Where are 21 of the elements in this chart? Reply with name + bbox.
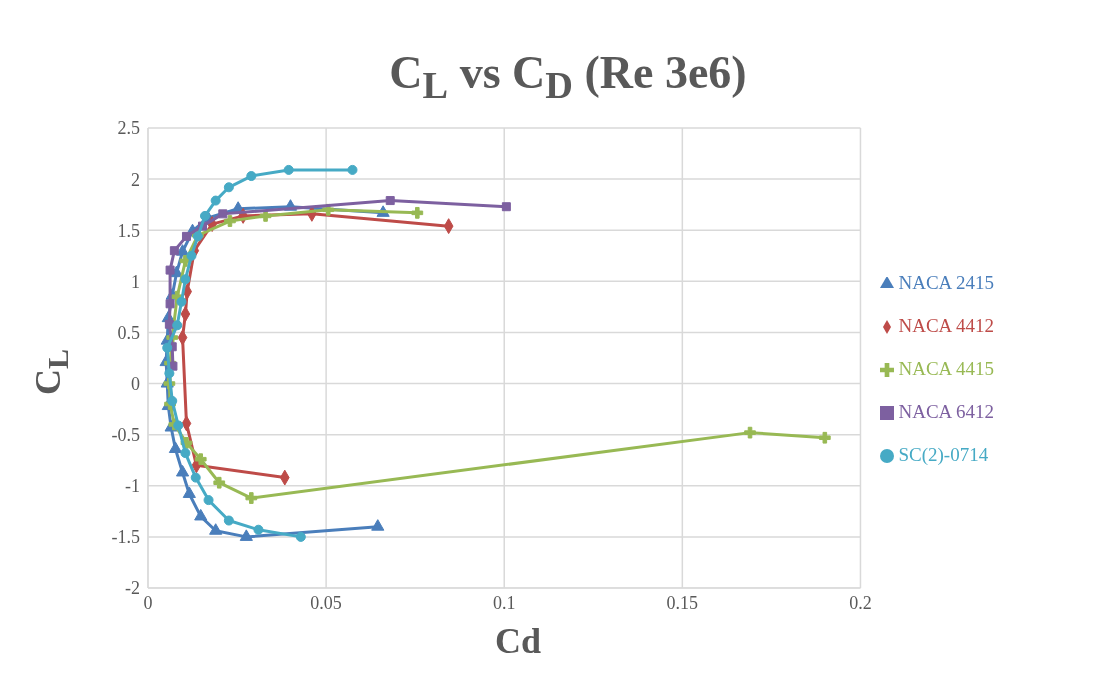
legend-label: NACA 4415 [898,357,994,379]
y-tick-label: 2 [131,169,140,190]
y-tick-label: 1 [131,271,140,292]
chart-title: C$_{L}$ vs C$_{D}$ (Re 3e6) [388,46,748,108]
y-tick-label: 0 [131,373,140,394]
y-tick-label: -0.5 [111,425,140,446]
x-tick-label: 0.2 [849,592,872,613]
y-tick-label: -1 [125,476,140,497]
legend-label: NACA 4412 [898,314,994,336]
y-tick-label: 0.5 [117,322,140,343]
x-tick-label: 0.05 [310,592,342,613]
legend-label: NACA 2415 [898,271,994,293]
y-tick-label: 1.5 [117,220,140,241]
x-tick-label: 0.15 [666,592,699,613]
y-tick-label: -1.5 [111,527,140,548]
x-tick-label: 0.1 [492,592,516,613]
legend-label: SC(2)-0714 [898,443,989,465]
legend-label: NACA 6412 [898,400,994,422]
y-tick-label: -2 [125,578,140,599]
x-axis-title: Cd [494,620,542,662]
y-tick-label: 2.5 [117,118,140,139]
